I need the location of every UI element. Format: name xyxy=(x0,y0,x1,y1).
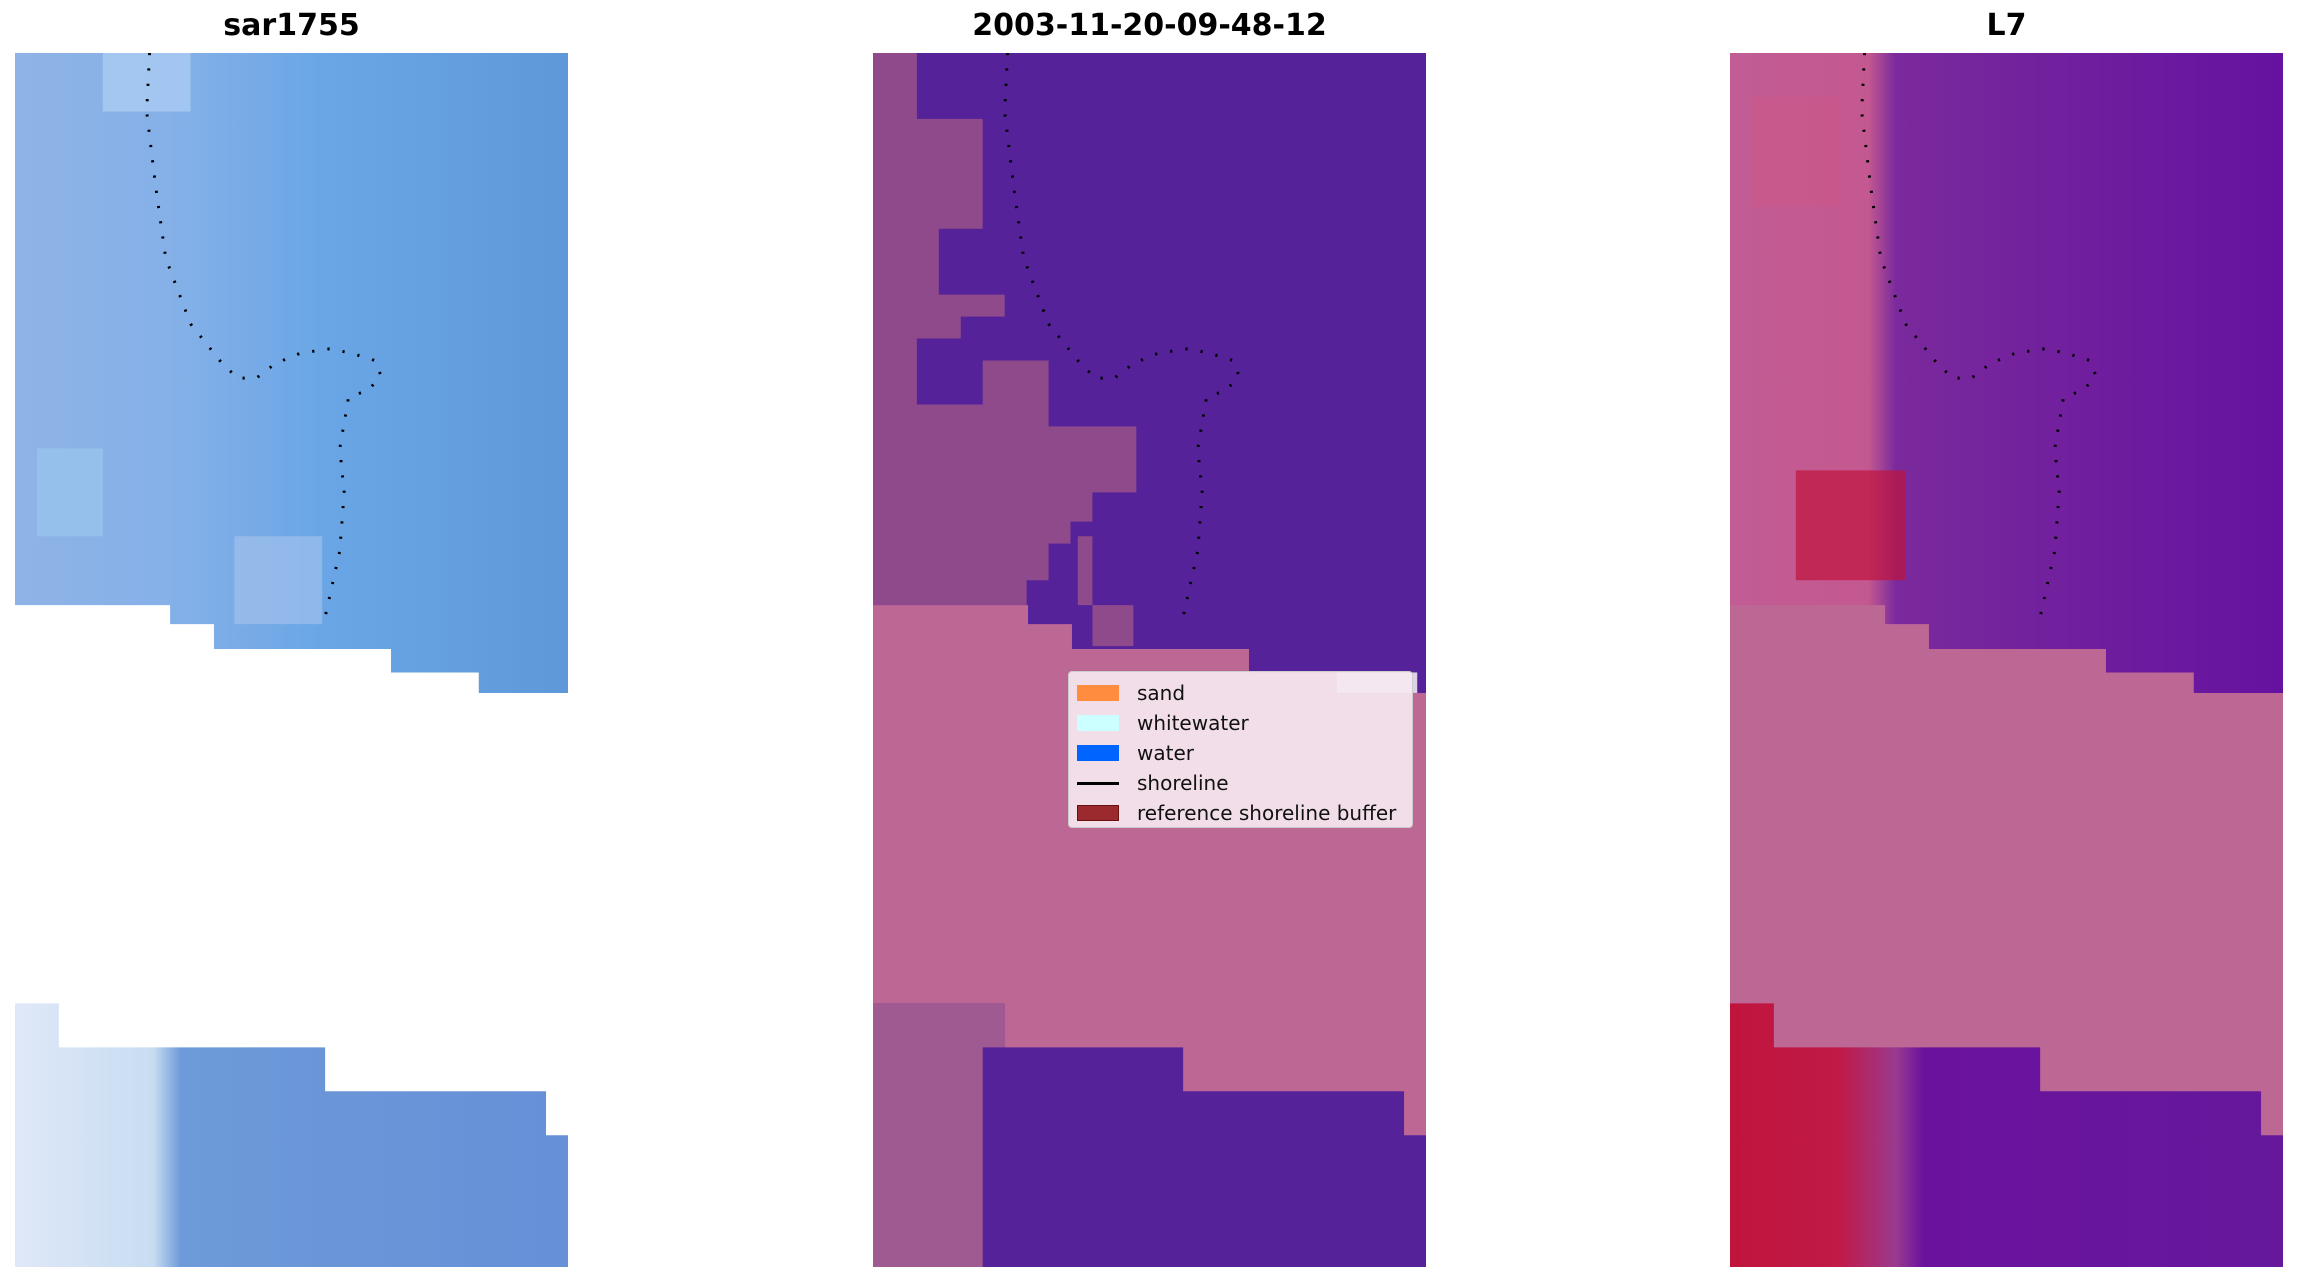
shoreline-line-icon xyxy=(1077,781,1119,785)
panel-title-sar: sar1755 xyxy=(223,8,360,43)
legend-label: water xyxy=(1137,741,1194,765)
legend-label: whitewater xyxy=(1137,711,1249,735)
legend-item-water: water xyxy=(1077,738,1404,768)
image-region-top xyxy=(15,53,568,693)
legend-item-sand: sand xyxy=(1077,678,1404,708)
sand-swatch-icon xyxy=(1077,685,1119,701)
legend-label: reference shoreline buffer xyxy=(1137,801,1397,825)
classification-panel xyxy=(873,53,1426,1267)
legend-label: shoreline xyxy=(1137,771,1229,795)
legend: sand whitewater water shoreline referenc… xyxy=(1068,671,1413,828)
l7-panel xyxy=(1730,53,2283,1267)
sand-mix-class xyxy=(873,53,1137,606)
image-region-bottom xyxy=(15,1003,568,1267)
legend-item-whitewater: whitewater xyxy=(1077,708,1404,738)
water-swatch-icon xyxy=(1077,745,1119,761)
rgb-image-panel xyxy=(15,53,568,1267)
panel-title-l7: L7 xyxy=(1986,8,2027,43)
panel-title-date: 2003-11-20-09-48-12 xyxy=(972,8,1327,43)
legend-label: sand xyxy=(1137,681,1186,705)
legend-item-buffer: reference shoreline buffer xyxy=(1077,798,1404,828)
buffer-swatch-icon xyxy=(1077,805,1119,821)
whitewater-swatch-icon xyxy=(1077,715,1119,731)
legend-item-shoreline: shoreline xyxy=(1077,768,1404,798)
